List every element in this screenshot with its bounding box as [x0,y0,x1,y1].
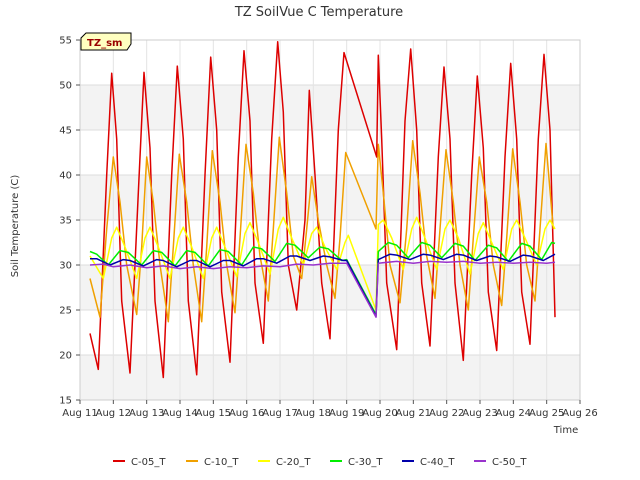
legend-label: C-10_T [204,457,239,468]
series-line-c-40-t [90,253,556,318]
site-badge: TZ_sm [80,32,132,51]
x-tick-label: Aug 16 [229,408,264,419]
x-tick-label: Aug 18 [296,408,331,419]
background-band [80,175,580,220]
x-tick-label: Aug 22 [429,408,464,419]
x-tick-label: Aug 11 [62,408,97,419]
background-band [80,40,580,85]
site-badge-box [80,32,132,51]
x-tick-label: Aug 25 [529,408,564,419]
y-tick-label: 35 [59,216,72,227]
y-tick-label: 55 [59,36,72,47]
plot-background-bands [80,40,580,400]
y-tick-label: 30 [59,261,72,272]
series-line-c-05-t [89,41,556,379]
series-line-c-50-t [89,260,556,318]
legend-label: C-50_T [492,457,527,468]
y-tick-label: 15 [59,396,72,407]
x-tick-label: Aug 14 [162,408,197,419]
x-tick-label: Aug 19 [329,408,364,419]
x-tick-label: Aug 24 [496,408,531,419]
series-lines [89,41,556,379]
x-axis-label: Time [553,425,578,436]
x-tick-label: Aug 17 [262,408,297,419]
background-band [80,355,580,400]
y-tick-label: 20 [59,351,72,362]
legend-label: C-20_T [276,457,311,468]
series-line-c-10-t [89,136,555,323]
x-tick-label: Aug 21 [396,408,431,419]
y-tick-label: 50 [59,81,72,92]
y-tick-label: 25 [59,306,72,317]
x-tick-label: Aug 20 [362,408,397,419]
x-tick-label: Aug 26 [562,408,597,419]
y-axis-ticks: 15 20 25 30 35 40 45 50 55 [59,36,80,407]
background-band [80,85,580,130]
legend-label: C-40_T [420,457,455,468]
series-line-c-30-t [89,241,556,316]
legend: C-05_T C-10_T C-20_T C-30_T C-40_T C-50_T [113,457,527,468]
x-tick-label: Aug 15 [196,408,231,419]
legend-label: C-30_T [348,457,383,468]
legend-label: C-05_T [131,457,166,468]
x-tick-label: Aug 12 [96,408,131,419]
x-tick-label: Aug 23 [462,408,497,419]
x-tick-label: Aug 13 [129,408,164,419]
y-axis-label: Soil Temperature (C) [10,175,21,278]
y-tick-label: 45 [59,126,72,137]
y-tick-label: 40 [59,171,72,182]
series-line-c-20-t [89,216,556,311]
background-band [80,130,580,175]
chart-title: TZ SoilVue C Temperature [234,5,403,20]
site-badge-label: TZ_sm [87,38,122,49]
